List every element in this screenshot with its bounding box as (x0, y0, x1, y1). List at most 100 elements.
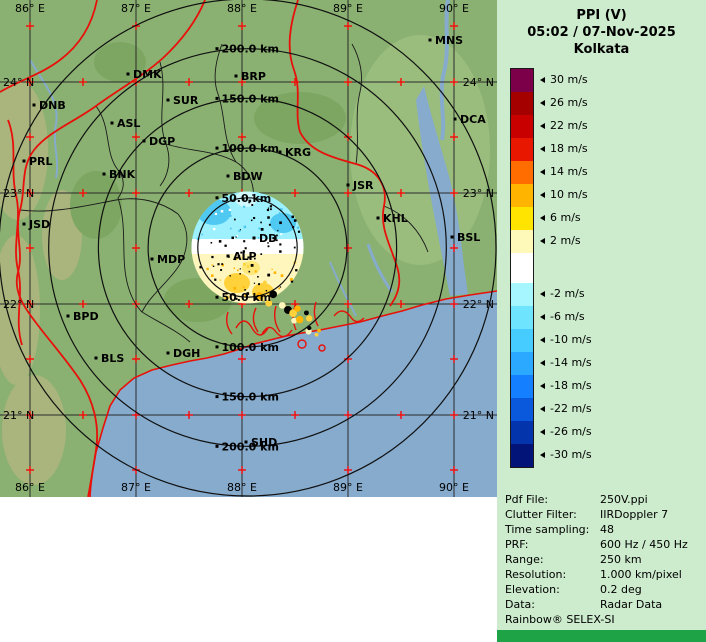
info-value: Radar Data (600, 598, 663, 611)
station-label: SHD (251, 436, 277, 449)
latitude-label: 22° N (3, 298, 34, 311)
station-marker (166, 351, 170, 355)
info-label: Data: (505, 598, 535, 611)
info-value: IIRDoppler 7 (600, 508, 669, 521)
range-ring-labels: 50.0 km 50.0 km 100.0 km 100.0 km 150.0 km 15… (215, 43, 279, 453)
info-label: PRF: (505, 538, 529, 551)
legend-value-label: 30 m/s (550, 73, 588, 86)
radar-map: 50.0 km 50.0 km 100.0 km 100.0 km 150.0 km 15… (0, 0, 498, 498)
info-label: Clutter Filter: (505, 508, 577, 521)
river-main (416, 86, 468, 296)
river (29, 59, 59, 179)
info-value: 0.2 deg (600, 583, 642, 596)
product-title: PPI (V) (576, 8, 627, 23)
info-value: 1.000 km/pixel (600, 568, 682, 581)
legend-swatch (511, 375, 533, 398)
border-bangladesh (288, 0, 401, 307)
info-value: 48 (600, 523, 614, 536)
station-marker (453, 117, 457, 121)
legend-label-row: 10 m/s (540, 188, 588, 202)
legend-arrow-icon (540, 428, 545, 435)
legend-value-label: 18 m/s (550, 142, 588, 155)
station-label: MNS (435, 34, 463, 47)
legend-arrow-icon (540, 451, 545, 458)
latitude-label: 24° N (3, 76, 34, 89)
station-marker (376, 216, 380, 220)
station-label: DNB (39, 99, 66, 112)
station-label: ALP (233, 250, 257, 263)
range-ring-label: 50.0 km (222, 192, 272, 205)
legend-swatch (511, 306, 533, 329)
legend-label-row: -30 m/s (540, 448, 592, 462)
legend-arrow-icon (540, 290, 545, 297)
range-ring-label: 150.0 km (222, 92, 279, 105)
velocity-legend: 30 m/s 26 m/s 22 m/s 18 m/s 14 m/s 10 m/s 6 m/… (510, 68, 700, 468)
info-panel: PPI (V) 05:02 / 07-Nov-2025 Kolkata 30 m… (497, 0, 706, 642)
scan-info: Pdf File: 250V.ppi Clutter Filter: IIRDoppl… (505, 492, 703, 612)
river (329, 261, 357, 317)
longitude-label: 89° E (333, 481, 363, 494)
legend-swatch (511, 138, 533, 161)
legend-arrow-icon (540, 237, 545, 244)
radar-station-name: Kolkata (573, 42, 630, 57)
legend-value-label: -26 m/s (550, 425, 592, 438)
station-marker (22, 222, 26, 226)
station-marker (244, 440, 248, 444)
info-label: Time sampling: (505, 523, 590, 536)
legend-label-row: 22 m/s (540, 119, 588, 133)
station-label: KRG (285, 146, 311, 159)
station-marker (150, 257, 154, 261)
legend-arrow-icon (540, 336, 545, 343)
station-marker (22, 159, 26, 163)
legend-swatch (511, 398, 533, 421)
legend-arrow-icon (540, 359, 545, 366)
river (366, 243, 394, 293)
scan-datetime: 05:02 / 07-Nov-2025 (527, 25, 676, 40)
legend-arrow-icon (540, 313, 545, 320)
range-ring-label: 100.0 km (222, 142, 279, 155)
legend-value-label: -18 m/s (550, 379, 592, 392)
longitude-label: 88° E (227, 2, 257, 15)
range-ring-label: 100.0 km (222, 341, 279, 354)
legend-swatch (511, 352, 533, 375)
station-label: BRP (241, 70, 266, 83)
longitude-label: 87° E (121, 2, 151, 15)
station-marker (450, 235, 454, 239)
station-label: PRL (29, 155, 53, 168)
coastline (87, 290, 498, 498)
station-label: DCA (460, 113, 486, 126)
legend-arrow-icon (540, 145, 545, 152)
legend-arrow-icon (540, 168, 545, 175)
station-label: SUR (173, 94, 199, 107)
station-marker (142, 139, 146, 143)
legend-label-row: 14 m/s (540, 165, 588, 179)
legend-label-row: 30 m/s (540, 73, 588, 87)
longitude-label: 90° E (439, 481, 469, 494)
legend-color-bar (510, 68, 534, 468)
station-label: BSL (457, 231, 480, 244)
info-value: 600 Hz / 450 Hz (600, 538, 688, 551)
legend-label-row: -2 m/s (540, 287, 585, 301)
longitude-label: 87° E (121, 481, 151, 494)
legend-value-label: 26 m/s (550, 96, 588, 109)
range-rings (0, 0, 497, 497)
legend-value-label: -14 m/s (550, 356, 592, 369)
longitude-label: 88° E (227, 481, 257, 494)
graticule-crosses (26, 22, 458, 474)
latitude-label: 22° N (463, 298, 494, 311)
legend-value-label: -30 m/s (550, 448, 592, 461)
station-label: DD (259, 232, 277, 245)
legend-arrow-icon (540, 405, 545, 412)
status-bar (497, 630, 706, 642)
legend-swatch (511, 207, 533, 230)
station-label: BPD (73, 310, 99, 323)
stations-layer: MNS DMK BRP SUR DNB ASL DGP DCA KRG PRL BNK BDW JSR K… (22, 34, 486, 449)
legend-arrow-icon (540, 99, 545, 106)
axis-labels: 86° E 86° E 87° E 87° E 88° E 88° E 89° E 89° E… (3, 2, 494, 494)
legend-swatch (511, 115, 533, 138)
station-marker (428, 38, 432, 42)
legend-label-row: -18 m/s (540, 379, 592, 393)
legend-value-label: 10 m/s (550, 188, 588, 201)
legend-label-row: -26 m/s (540, 425, 592, 439)
